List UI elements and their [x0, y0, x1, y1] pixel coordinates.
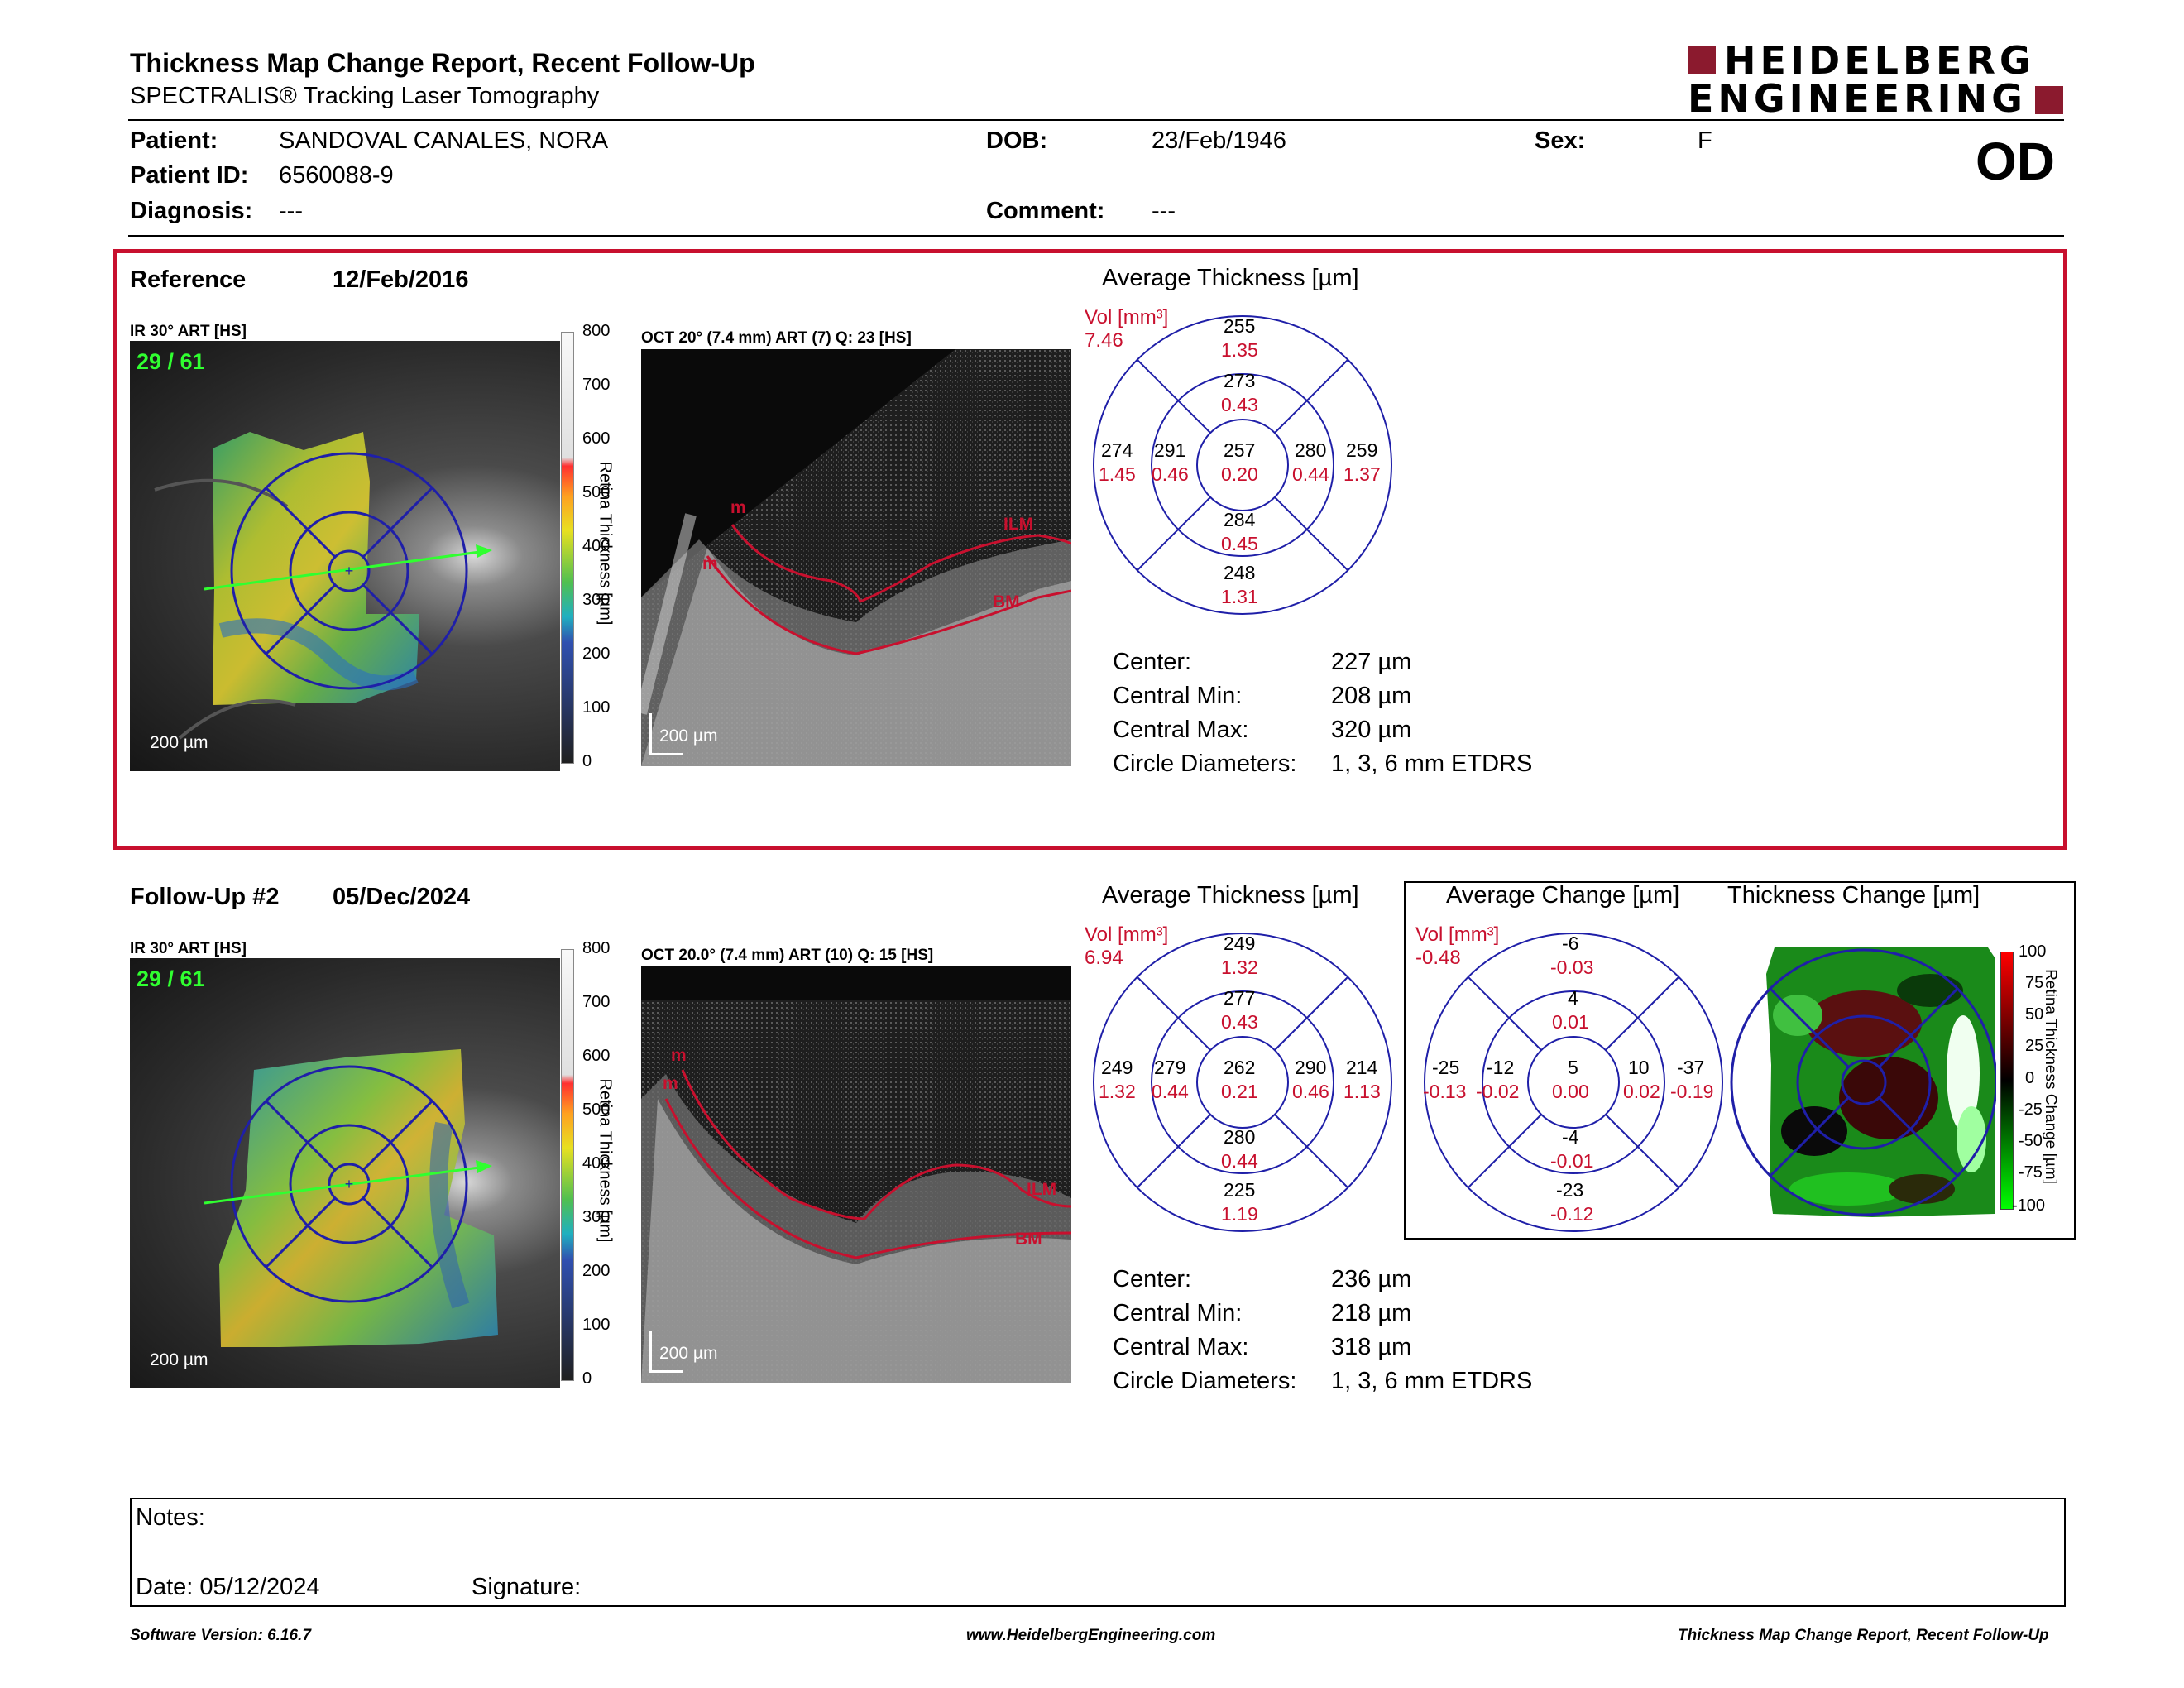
followup-ir-counter: 29 / 61 — [136, 966, 205, 991]
notes-label: Notes: — [136, 1504, 205, 1531]
reference-date: 12/Feb/2016 — [333, 266, 469, 293]
followup-date: 05/Dec/2024 — [333, 884, 471, 910]
notes-signature: Signature: — [472, 1574, 582, 1600]
notes-box[interactable] — [130, 1498, 2066, 1607]
followup-colorbar — [561, 949, 574, 1381]
followup-oct-ilm: ILM — [1027, 1180, 1057, 1199]
reference-oct-ilm: ILM — [1003, 515, 1034, 534]
reference-oct-image: m m ILM BM 200 µm — [641, 349, 1071, 766]
reference-oct-scalebar: 200 µm — [659, 727, 718, 746]
report-subtitle: SPECTRALIS® Tracking Laser Tomography — [130, 83, 600, 109]
followup-etdrs-grid — [1093, 933, 1392, 1232]
thickness-change-title: Thickness Change [µm] — [1727, 882, 1980, 909]
followup-oct-bm: BM — [1015, 1230, 1042, 1249]
comment-label: Comment: — [986, 198, 1105, 224]
reference-oct-m1: m — [730, 498, 746, 517]
thickness-change-map — [1723, 941, 1996, 1222]
followup-ir-label: IR 30° ART [HS] — [130, 940, 247, 957]
dob-value: 23/Feb/1946 — [1152, 127, 1286, 154]
svg-text:+: + — [345, 563, 354, 579]
svg-text:+: + — [345, 1176, 354, 1192]
sex-label: Sex: — [1535, 127, 1586, 154]
reference-section — [113, 249, 2067, 850]
thickness-change-colorbar — [2000, 952, 2014, 1210]
report-title: Thickness Map Change Report, Recent Foll… — [130, 48, 755, 78]
dob-label: DOB: — [986, 127, 1048, 154]
followup-oct-m1: m — [671, 1046, 687, 1065]
reference-title: Reference — [130, 266, 247, 293]
footer-software-version: Software Version: 6.16.7 — [130, 1627, 311, 1644]
reference-oct-m2: m — [702, 554, 718, 573]
followup-oct-label: OCT 20.0° (7.4 mm) ART (10) Q: 15 [HS] — [641, 947, 934, 964]
reference-etdrs-grid — [1093, 315, 1392, 615]
followup-etdrs-values: 249 1.32 277 0.43 249 1.32 279 0.44 262 … — [1099, 933, 1381, 1225]
change-vol-value: -0.48 — [1415, 947, 1461, 969]
change-etdrs-grid — [1424, 933, 1723, 1232]
heidelberg-logo: HEIDELBERG ENGINEERING — [1688, 38, 2070, 121]
followup-avg-title: Average Thickness [µm] — [1102, 882, 1359, 909]
followup-oct-m2: m — [663, 1074, 678, 1093]
diagnosis-value: --- — [279, 198, 303, 224]
reference-ir-label: IR 30° ART [HS] — [130, 323, 247, 340]
reference-oct-label: OCT 20° (7.4 mm) ART (7) Q: 23 [HS] — [641, 329, 912, 347]
patient-label: Patient: — [130, 127, 218, 154]
sex-value: F — [1698, 127, 1712, 154]
reference-vol-value: 7.46 — [1085, 329, 1123, 352]
notes-date: Date: 05/12/2024 — [136, 1574, 320, 1600]
patient-name: SANDOVAL CANALES, NORA — [279, 127, 609, 154]
reference-vol-label: Vol [mm³] — [1085, 306, 1169, 328]
comment-value: --- — [1152, 198, 1176, 224]
reference-ir-counter: 29 / 61 — [136, 349, 205, 374]
followup-oct-image: m m ILM BM 200 µm — [641, 966, 1071, 1383]
footer-website: www.HeidelbergEngineering.com — [966, 1627, 1216, 1644]
eye-indicator: OD — [1976, 132, 2055, 191]
change-box — [1404, 881, 2076, 1240]
reference-ir-scalebar: 200 µm — [150, 733, 208, 752]
reference-avg-title: Average Thickness [µm] — [1102, 265, 1359, 291]
footer-report-name: Thickness Map Change Report, Recent Foll… — [1678, 1627, 2049, 1644]
followup-colorbar-label: Retina Thickness [µm] — [596, 1078, 615, 1243]
followup-vol-label: Vol [mm³] — [1085, 923, 1169, 946]
reference-oct-bm: BM — [993, 592, 1020, 611]
followup-vol-value: 6.94 — [1085, 947, 1123, 969]
followup-ir-image: + 29 / 61 200 µm — [130, 958, 560, 1388]
followup-title: Follow-Up #2 — [130, 884, 280, 910]
patient-id-label: Patient ID: — [130, 162, 249, 189]
reference-ir-image: + 29 / 61 200 µm — [130, 341, 560, 771]
reference-colorbar-label: Retina Thickness [µm] — [596, 461, 615, 626]
thickness-change-colorbar-label: Retina Thickness Change [µm] — [2041, 969, 2059, 1184]
followup-ir-scalebar: 200 µm — [150, 1350, 208, 1369]
change-title: Average Change [µm] — [1446, 882, 1680, 909]
change-etdrs-values: -6 -0.03 4 0.01 -25 -0.13 -12 -0.02 5 0.… — [1423, 933, 1714, 1225]
patient-id: 6560088-9 — [279, 162, 394, 189]
reference-colorbar — [561, 332, 574, 764]
followup-oct-scalebar: 200 µm — [659, 1344, 718, 1363]
diagnosis-label: Diagnosis: — [130, 198, 253, 224]
change-vol-label: Vol [mm³] — [1415, 923, 1500, 946]
reference-etdrs-values: 255 1.35 273 0.43 274 1.45 291 0.46 257 … — [1099, 315, 1381, 607]
